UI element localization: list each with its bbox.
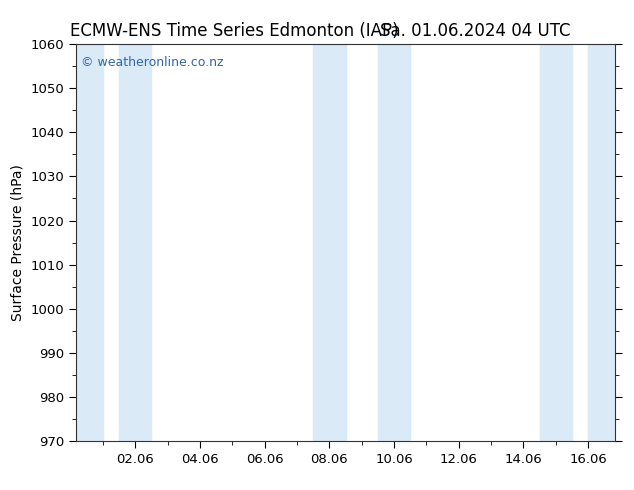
Bar	[313, 44, 346, 441]
Y-axis label: Surface Pressure (hPa): Surface Pressure (hPa)	[11, 164, 25, 321]
Bar	[119, 44, 152, 441]
Bar	[76, 44, 103, 441]
Bar	[540, 44, 572, 441]
Bar	[378, 44, 410, 441]
Text: © weatheronline.co.nz: © weatheronline.co.nz	[81, 56, 224, 69]
Text: ECMW-ENS Time Series Edmonton (IAP): ECMW-ENS Time Series Edmonton (IAP)	[70, 22, 399, 40]
Bar	[588, 44, 615, 441]
Text: Sa. 01.06.2024 04 UTC: Sa. 01.06.2024 04 UTC	[380, 22, 571, 40]
